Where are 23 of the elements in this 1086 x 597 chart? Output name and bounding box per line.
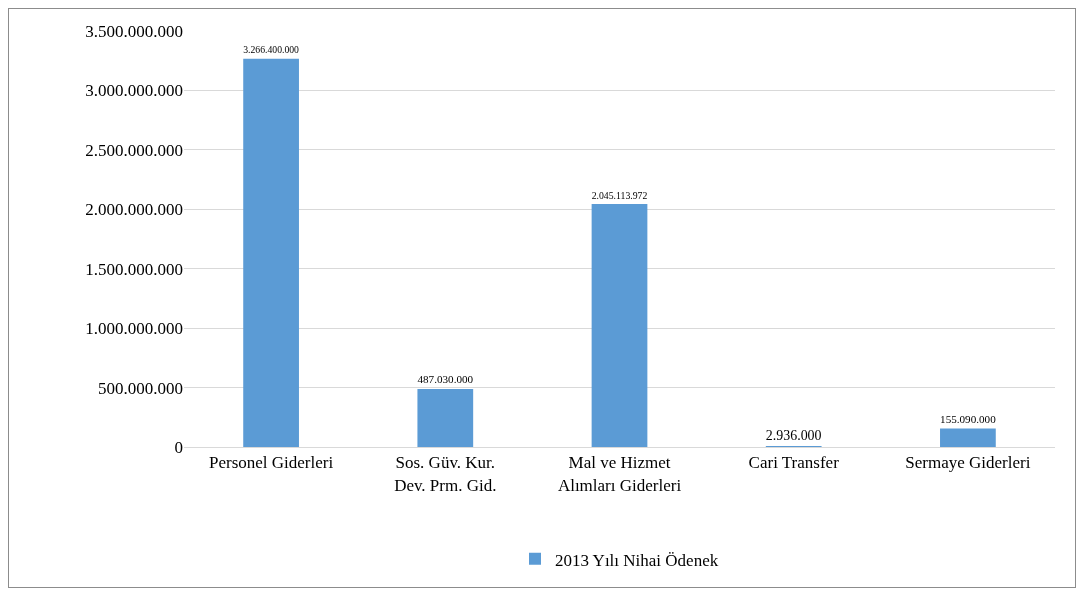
data-label: 2.045.113.972 <box>591 189 648 201</box>
data-label: 487.030.000 <box>417 373 474 386</box>
x-tick-label: Mal ve Hizmet Alımları Giderleri <box>557 453 682 495</box>
data-label: 2.936.000 <box>765 427 822 443</box>
bar <box>417 389 474 447</box>
data-label: 3.266.400.000 <box>243 44 300 56</box>
x-tick-label: Cari Transfer <box>748 453 840 473</box>
y-tick-label: 0 <box>174 437 183 457</box>
x-tick-label: Sos. Güv. Kur. Dev. Prm. Gid. <box>394 453 497 495</box>
x-tick-label: Sermaye Giderleri <box>905 453 1031 473</box>
x-tick-label: Personel Giderleri <box>209 453 334 473</box>
y-tick-label: 2.500.000.000 <box>85 140 183 160</box>
y-tick-label: 3.500.000.000 <box>85 21 183 41</box>
bar <box>243 58 299 447</box>
legend-label: 2013 Yılı Nihai Ödenek <box>555 550 719 570</box>
y-tick-label: 1.500.000.000 <box>85 259 183 279</box>
data-label: 155.090.000 <box>940 412 997 425</box>
bar <box>591 203 648 447</box>
bar <box>940 428 996 447</box>
y-tick-label: 500.000.000 <box>98 378 183 398</box>
y-tick-label: 3.000.000.000 <box>85 81 183 101</box>
y-tick-label: 1.000.000.000 <box>85 319 183 339</box>
y-tick-label: 2.000.000.000 <box>85 200 183 220</box>
